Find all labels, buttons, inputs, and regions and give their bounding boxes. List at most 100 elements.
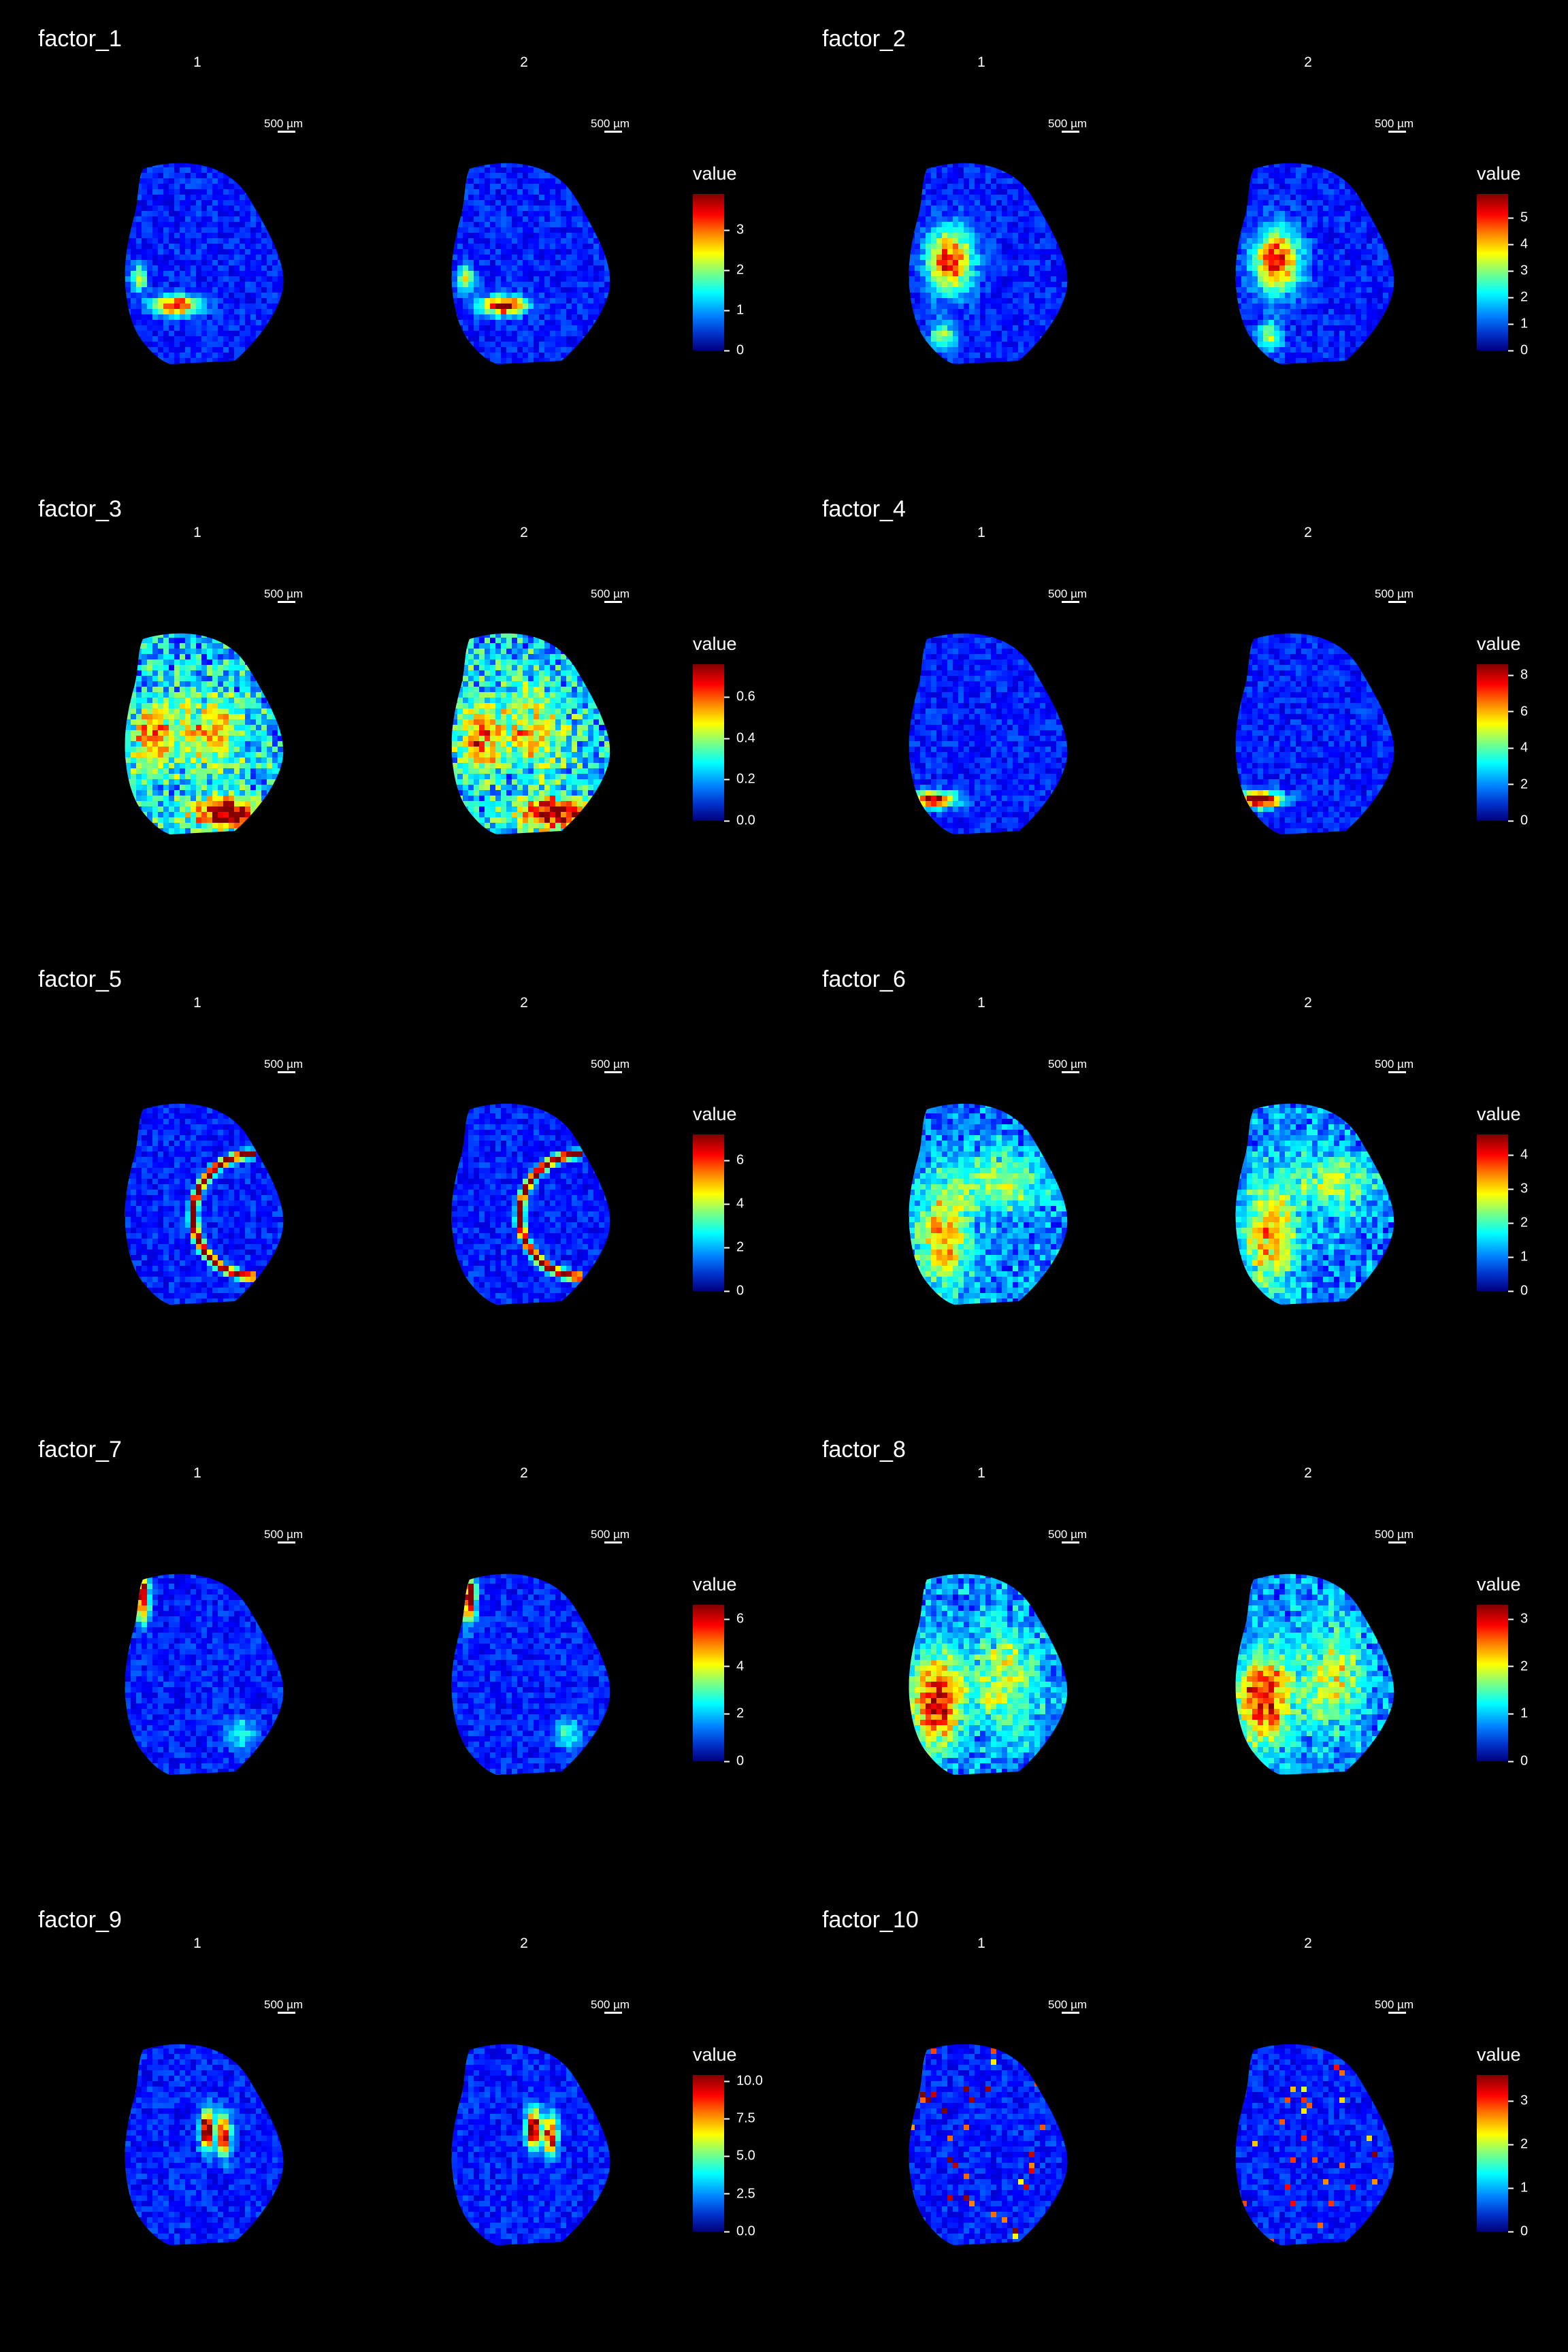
spot-cell (125, 200, 131, 206)
spot-cell (131, 320, 136, 325)
spot-cell (1339, 233, 1345, 238)
spot-cell (267, 271, 272, 276)
spot-cell (909, 216, 915, 222)
spot-cell (1361, 271, 1367, 276)
spot-cell (1394, 298, 1396, 304)
spot-cell (1290, 227, 1296, 233)
spot-cell (441, 244, 446, 249)
spot-cell (1296, 331, 1301, 336)
spot-cell (1285, 255, 1290, 260)
spot-cell (245, 353, 250, 358)
spot-cell (457, 222, 463, 227)
spot-cell (898, 255, 904, 260)
spot-cell (1230, 157, 1236, 162)
spot-cell (457, 276, 463, 282)
spot-cell (218, 244, 223, 249)
spot-cell (1356, 249, 1361, 255)
spot-cell (1334, 178, 1339, 184)
spot-cell (1013, 287, 1018, 293)
spot-cell (501, 287, 506, 293)
spot-cell (1356, 265, 1361, 271)
spot-cell (436, 276, 441, 282)
spot-cell (1236, 287, 1241, 293)
spot-cell (1013, 358, 1018, 363)
spot-cell (577, 249, 583, 255)
spot-cell (1263, 320, 1269, 325)
spot-cell (985, 293, 991, 298)
spot-cell (1040, 157, 1045, 162)
spot-cell (125, 216, 131, 222)
spot-cell (958, 347, 964, 353)
spot-cell (588, 211, 593, 216)
spot-cell (996, 238, 1002, 244)
spot-cell (1225, 309, 1230, 314)
spot-cell (451, 173, 452, 178)
spot-cell (463, 211, 468, 216)
spot-cell (1350, 216, 1356, 222)
spot-cell (1339, 282, 1345, 287)
spot-cell (920, 298, 926, 304)
spot-cell (185, 255, 191, 260)
spot-cell (572, 173, 577, 178)
spot-cell (114, 184, 120, 189)
spot-cell (180, 184, 185, 189)
spot-cell (1377, 206, 1383, 211)
spot-cell (501, 353, 506, 358)
spot-cell (451, 222, 452, 227)
spot-cell (495, 238, 501, 244)
spot-cell (539, 255, 544, 260)
spot-cell (250, 216, 256, 222)
spot-cell (212, 282, 218, 287)
spot-cell (174, 347, 180, 353)
spot-cell (468, 353, 474, 358)
spot-cell (256, 353, 261, 358)
spot-cell (1252, 216, 1258, 222)
spot-cell (512, 293, 517, 298)
spot-cell (1328, 309, 1334, 314)
spot-cell (495, 325, 501, 331)
spot-cell (593, 200, 599, 206)
spot-cell (958, 342, 964, 347)
spot-cell (109, 298, 114, 304)
spot-cell (1290, 167, 1296, 173)
spot-cell (1279, 184, 1285, 189)
spot-cell (523, 320, 528, 325)
spot-cell (1361, 195, 1367, 200)
spot-cell (1067, 320, 1068, 325)
spot-cell (926, 331, 931, 336)
spot-cell (109, 347, 114, 353)
spot-cell (1029, 157, 1034, 162)
spot-cell (1312, 260, 1318, 265)
spot-cell (975, 314, 980, 320)
spot-cell (261, 293, 267, 298)
spot-cell (539, 282, 544, 287)
scale-bar: 500 µm (591, 117, 630, 133)
spot-cell (152, 195, 158, 200)
spot-cell (114, 276, 120, 282)
spot-cell (152, 200, 158, 206)
spot-cell (218, 342, 223, 347)
spot-cell (528, 309, 534, 314)
spot-cell (1328, 325, 1334, 331)
spot-cell (261, 276, 267, 282)
spot-cell (441, 325, 446, 331)
spot-cell (490, 222, 495, 227)
spot-cell (109, 222, 114, 227)
spot-cell (152, 255, 158, 260)
spot-cell (147, 331, 152, 336)
spot-cell (1356, 173, 1361, 178)
spot-cell (131, 211, 136, 216)
spot-cell (218, 331, 223, 336)
spot-cell (1024, 189, 1029, 195)
spot-cell (1312, 298, 1318, 304)
spot-cell (991, 211, 996, 216)
spot-cell (512, 211, 517, 216)
spot-cell (201, 363, 207, 364)
spot-cell (1269, 227, 1274, 233)
spot-cell (114, 287, 120, 293)
spot-cell (441, 304, 446, 309)
spot-cell (485, 167, 490, 173)
spot-cell (1007, 173, 1013, 178)
spot-cell (174, 363, 180, 364)
spot-cell (1394, 260, 1396, 265)
